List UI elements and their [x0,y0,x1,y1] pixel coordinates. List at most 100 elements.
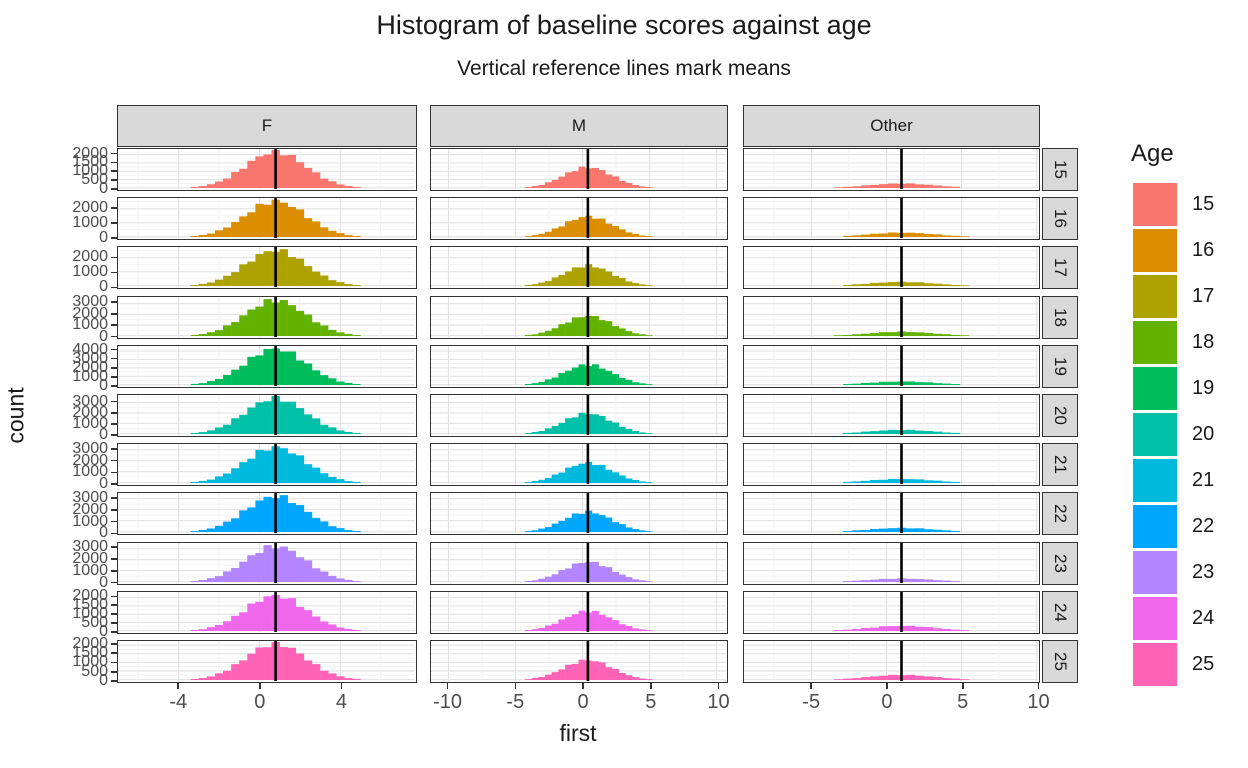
histogram-bar [352,678,361,680]
gridline-v [514,247,517,288]
y-tick-mark [111,188,117,190]
y-tick-label: 1500 [72,596,108,614]
gridline-h [744,454,1038,456]
y-tick-mark [111,631,117,633]
histogram-bar [605,469,613,484]
y-tick-label: 2000 [72,199,108,217]
panel-Other-21 [743,443,1040,487]
histogram-bar [303,414,313,434]
gridline-v [218,591,220,632]
mean-reference-line [586,444,590,485]
histogram-bar [303,167,313,188]
gridline-h [744,375,1038,377]
panel-F-19 [117,344,417,388]
histogram-bar [612,522,619,533]
gridline-v [548,247,550,288]
histogram-bar [591,610,599,631]
histogram-bar [942,678,952,680]
gridline-h [744,371,1038,373]
histogram-bar [231,272,240,287]
y-tick-label: 0 [99,426,108,443]
histogram-bar [287,597,297,631]
histogram-bar [852,580,862,582]
histogram-bar [951,186,961,188]
gridline-h [431,313,726,315]
gridline-h [744,162,1038,164]
histogram-bar [231,172,240,188]
gridline-h [431,644,726,646]
gridline-v [178,542,180,583]
gridline-v [682,591,684,632]
histogram-bar [214,427,224,434]
histogram-bar [924,676,934,680]
mean-reference-line [586,247,590,288]
gridline-h [744,417,1038,419]
panel-M-21 [430,443,728,487]
histogram-bar [942,383,952,385]
histogram-bar [843,580,853,582]
histogram-bar [638,481,646,484]
histogram-bar [578,267,586,287]
histogram-bar [206,676,216,680]
histogram-bar [612,373,619,385]
y-tick-label: 2000 [72,144,108,162]
histogram-bar [591,561,599,582]
y-tick-label: 500 [81,613,108,631]
histogram-bar [638,579,646,582]
gridline-v [682,542,684,583]
histogram-bar [870,233,880,238]
histogram-bar [843,678,853,680]
gridline-h [744,617,1038,619]
histogram-bar [247,653,256,680]
histogram-bar [888,528,898,533]
histogram-bar [960,236,970,238]
gridline-h [744,648,1038,650]
gridline-h [744,515,1038,516]
y-tick-mark [111,581,117,584]
histogram-bar [591,167,599,188]
gridline-v [773,247,775,288]
histogram-Other-15 [744,149,1038,189]
histogram-bar [565,664,573,680]
histogram-bar [231,369,240,385]
gridline-v [1036,641,1038,681]
y-tick-mark [111,459,117,462]
histogram-bar [915,184,925,188]
histogram-bar [223,522,232,533]
histogram-bar [311,518,321,533]
histogram-bar [558,226,566,238]
histogram-bar [190,186,200,188]
gridline-v [773,542,775,583]
panel-F-21 [117,443,417,487]
histogram-bar [223,424,232,434]
y-tick-mark [111,532,117,535]
y-tick-label: 500 [81,662,108,680]
histogram-bar [598,218,606,238]
histogram-bar [565,467,573,484]
histogram-bar [888,674,898,680]
histogram-bar [206,430,216,434]
histogram-bar [198,333,208,336]
legend-swatch-23 [1133,551,1177,594]
gridline-v [923,542,925,583]
gridline-h [431,208,726,210]
histogram-bar [279,546,288,582]
histogram-bar [303,363,313,385]
histogram-bar [352,531,361,533]
histogram-bar [915,331,925,336]
histogram-bar [531,382,539,385]
histogram-bar [344,382,353,385]
histogram-bar [605,617,613,631]
histogram-bar [538,677,546,680]
gridline-v [380,149,381,189]
gridline-v [716,149,718,189]
histogram-F-19 [118,345,415,386]
histogram-bar [223,670,232,680]
panel-Other-19 [743,344,1040,388]
mean-reference-line [900,591,903,632]
histogram-bar [287,207,297,238]
x-tick-label: 0 [577,691,589,713]
gridline-v [548,296,550,337]
gridline-v [961,198,963,239]
mean-reference-line [900,198,903,239]
